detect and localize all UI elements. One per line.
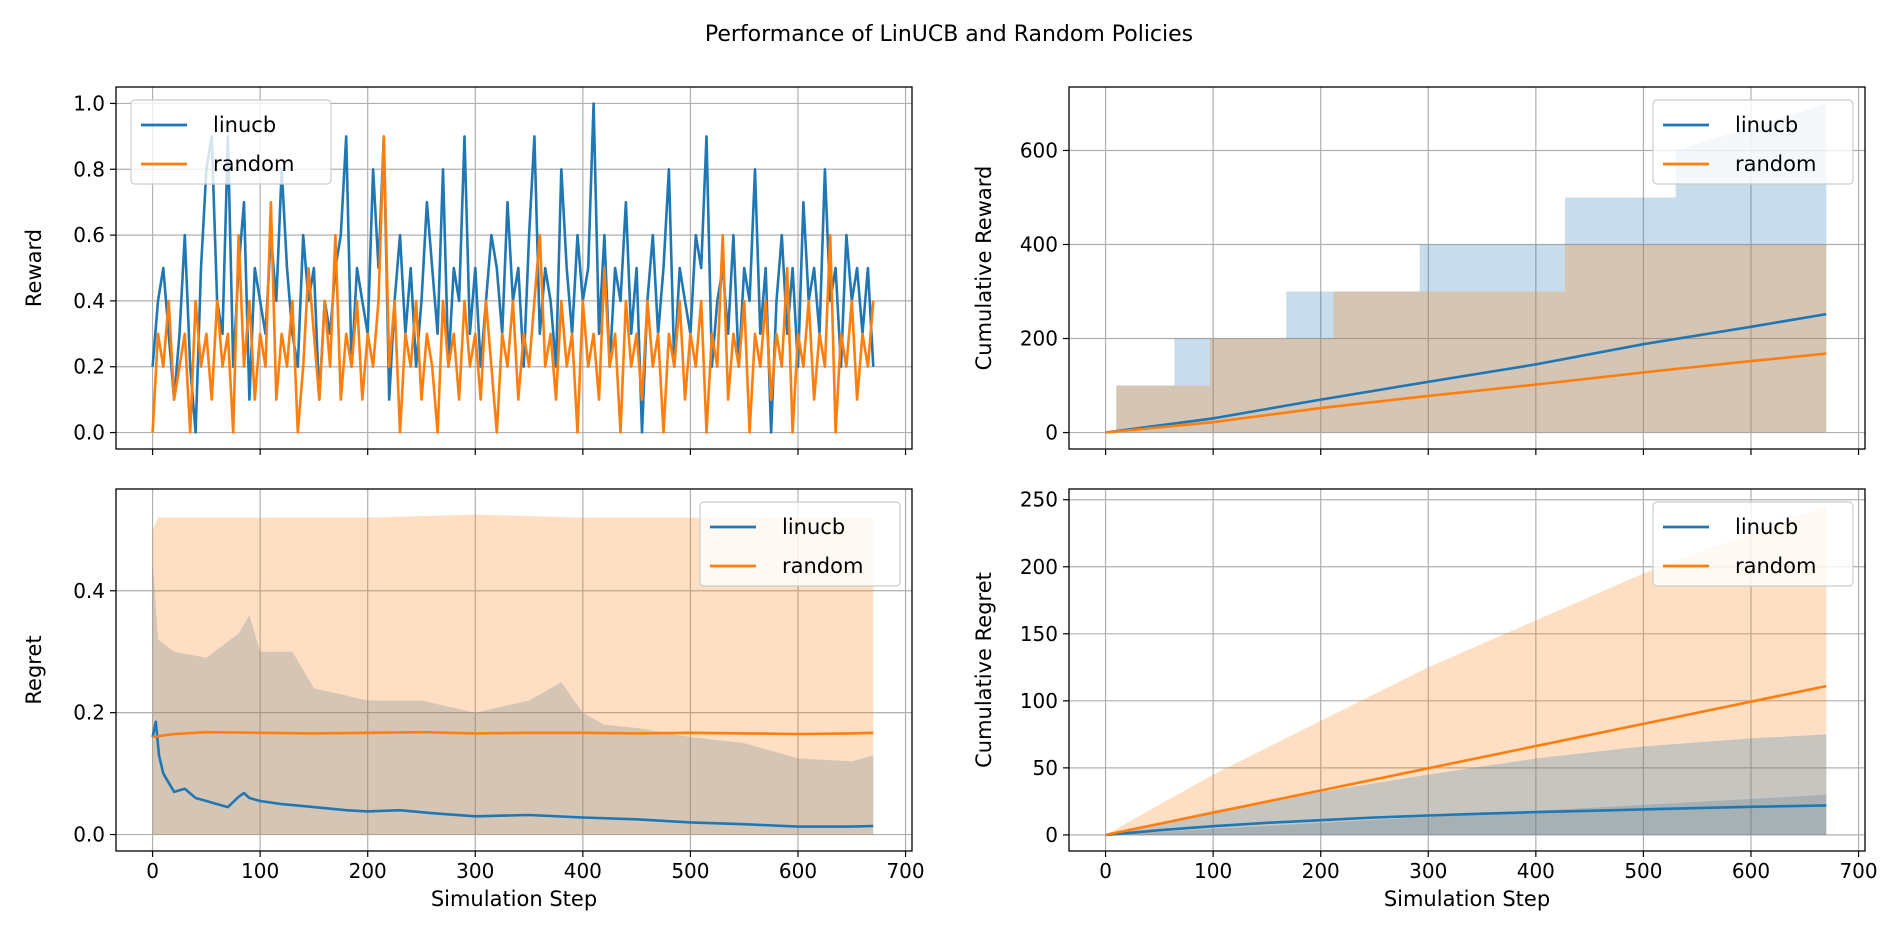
series-line-random [151, 135, 875, 434]
plot-area [1105, 103, 1827, 434]
band-linucb [1116, 103, 1827, 433]
legend: linucb random [1652, 99, 1854, 185]
panel-cumulative-reward: 0 200 400 600 Cumulative Reward linucb random [972, 86, 1866, 455]
y-tick-label: 1.0 [73, 91, 105, 115]
x-tick-label: 500 [1624, 859, 1662, 883]
panels: 0.0 0.2 0.4 0.6 0.8 1.0 Reward linucb random 0 200… [22, 86, 1878, 911]
band-random [1105, 506, 1827, 835]
y-tick-label: 400 [1020, 232, 1058, 256]
y-tick-label: 250 [1020, 488, 1058, 512]
y-tick-label: 0.6 [73, 223, 105, 247]
ticks: 0 100 200 300 400 500 600 700 0.0 0.2 0.4 [73, 579, 924, 883]
ticks: 0 100 200 300 400 500 600 700 0 50 100 150 200 250 [1020, 488, 1878, 883]
x-tick-label: 100 [1194, 859, 1232, 883]
x-tick-label: 300 [1409, 859, 1447, 883]
plot-area [1105, 506, 1827, 837]
band-random [152, 514, 874, 835]
series-line-random [1105, 352, 1827, 434]
series-line-linucb [151, 720, 874, 828]
x-tick-label: 300 [456, 859, 494, 883]
x-tick-label: 200 [349, 859, 387, 883]
legend-label-random: random [782, 554, 863, 578]
panel-regret: 0 100 200 300 400 500 600 700 0.0 0.2 0.4 Simulatio… [22, 488, 925, 911]
y-tick-label: 0 [1045, 823, 1058, 847]
x-tick-label: 700 [1839, 859, 1877, 883]
grid-lines [1069, 489, 1865, 851]
plot-area [151, 514, 874, 835]
y-tick-label: 0.4 [73, 289, 105, 313]
y-axis-label: Cumulative Regret [972, 572, 996, 768]
band-random [1116, 244, 1827, 433]
y-tick-label: 600 [1020, 138, 1058, 162]
legend-label-linucb: linucb [213, 113, 276, 137]
y-tick-label: 200 [1020, 327, 1058, 351]
x-tick-label: 600 [1732, 859, 1770, 883]
y-tick-label: 0 [1045, 421, 1058, 445]
plot-area [151, 102, 875, 434]
y-tick-label: 100 [1020, 689, 1058, 713]
x-axis-label: Simulation Step [431, 887, 597, 911]
y-axis-label: Regret [22, 635, 46, 704]
axes-frame [115, 86, 913, 450]
legend-label-random: random [213, 152, 294, 176]
y-tick-label: 200 [1020, 555, 1058, 579]
axes-frame [1068, 488, 1866, 852]
series-line-linucb [1105, 312, 1827, 434]
x-tick-label: 700 [886, 859, 924, 883]
y-tick-label: 0.2 [73, 701, 105, 725]
legend-label-random: random [1735, 554, 1816, 578]
x-tick-label: 100 [241, 859, 279, 883]
legend: linucb random [130, 99, 332, 185]
legend-label-linucb: linucb [782, 515, 845, 539]
x-tick-label: 400 [1517, 859, 1555, 883]
series-line-random [152, 730, 874, 739]
y-tick-label: 50 [1033, 756, 1058, 780]
x-tick-label: 500 [671, 859, 709, 883]
y-tick-label: 150 [1020, 622, 1058, 646]
panel-reward: 0.0 0.2 0.4 0.6 0.8 1.0 Reward linucb random [22, 86, 913, 455]
legend-label-random: random [1735, 152, 1816, 176]
figure-title: Performance of LinUCB and Random Policie… [705, 22, 1193, 47]
y-tick-label: 0.4 [73, 579, 105, 603]
ticks: 0 200 400 600 [1020, 138, 1860, 455]
legend: linucb random [1652, 501, 1854, 587]
legend-label-linucb: linucb [1735, 113, 1798, 137]
legend: linucb random [699, 501, 901, 587]
y-tick-label: 0.0 [73, 823, 105, 847]
series-line-random [1105, 684, 1827, 837]
y-tick-label: 0.8 [73, 157, 105, 181]
ticks: 0.0 0.2 0.4 0.6 0.8 1.0 [73, 91, 907, 455]
x-tick-label: 0 [146, 859, 159, 883]
series-line-linucb [1105, 804, 1827, 837]
panel-cumulative-regret: 0 100 200 300 400 500 600 700 0 50 100 150 200 250 Sim… [972, 488, 1878, 911]
x-tick-label: 200 [1302, 859, 1340, 883]
y-tick-label: 0.2 [73, 355, 105, 379]
band-linucb [152, 560, 874, 835]
legend-label-linucb: linucb [1735, 515, 1798, 539]
y-axis-label: Cumulative Reward [972, 166, 996, 371]
x-tick-label: 0 [1099, 859, 1112, 883]
axes-frame [115, 488, 913, 852]
x-tick-label: 400 [564, 859, 602, 883]
axes-frame [1068, 86, 1866, 450]
x-axis-label: Simulation Step [1384, 887, 1550, 911]
y-tick-label: 0.0 [73, 421, 105, 445]
x-tick-label: 600 [779, 859, 817, 883]
y-axis-label: Reward [22, 229, 46, 307]
